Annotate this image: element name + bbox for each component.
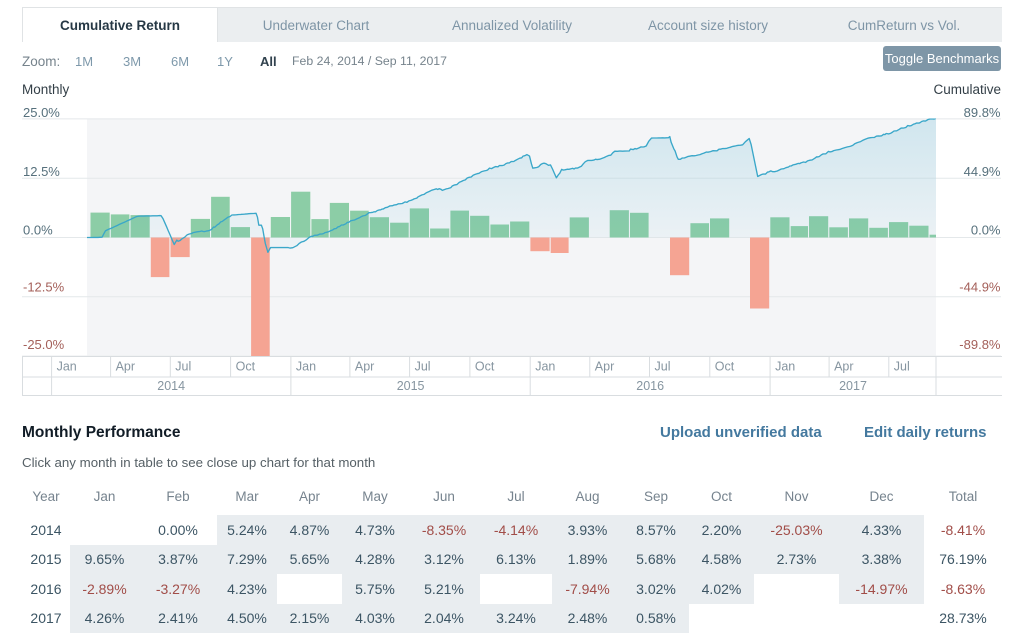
svg-text:Jul: Jul bbox=[894, 360, 910, 374]
svg-text:0.0%: 0.0% bbox=[23, 222, 53, 237]
svg-text:Jul: Jul bbox=[655, 360, 671, 374]
svg-text:2015: 2015 bbox=[397, 379, 425, 393]
svg-text:Apr: Apr bbox=[834, 360, 853, 374]
svg-text:Jan: Jan bbox=[296, 360, 316, 374]
svg-text:2016: 2016 bbox=[636, 379, 664, 393]
svg-text:Jan: Jan bbox=[775, 360, 795, 374]
svg-text:Jul: Jul bbox=[175, 360, 191, 374]
svg-text:-12.5%: -12.5% bbox=[23, 279, 65, 294]
svg-text:Oct: Oct bbox=[236, 360, 256, 374]
svg-text:Oct: Oct bbox=[475, 360, 495, 374]
svg-text:89.8%: 89.8% bbox=[964, 105, 1001, 120]
svg-text:Apr: Apr bbox=[116, 360, 135, 374]
svg-text:Jul: Jul bbox=[415, 360, 431, 374]
svg-text:-44.9%: -44.9% bbox=[959, 279, 1001, 294]
svg-text:0.0%: 0.0% bbox=[971, 222, 1001, 237]
svg-text:Jan: Jan bbox=[57, 360, 77, 374]
svg-text:2017: 2017 bbox=[839, 379, 867, 393]
svg-text:Apr: Apr bbox=[595, 360, 614, 374]
svg-text:-25.0%: -25.0% bbox=[23, 337, 65, 352]
svg-text:12.5%: 12.5% bbox=[23, 164, 60, 179]
svg-text:Apr: Apr bbox=[355, 360, 374, 374]
svg-text:Jan: Jan bbox=[535, 360, 555, 374]
svg-text:Oct: Oct bbox=[715, 360, 735, 374]
svg-text:25.0%: 25.0% bbox=[23, 105, 60, 120]
svg-text:-89.8%: -89.8% bbox=[959, 337, 1001, 352]
svg-text:44.9%: 44.9% bbox=[964, 164, 1001, 179]
svg-text:2014: 2014 bbox=[157, 379, 185, 393]
